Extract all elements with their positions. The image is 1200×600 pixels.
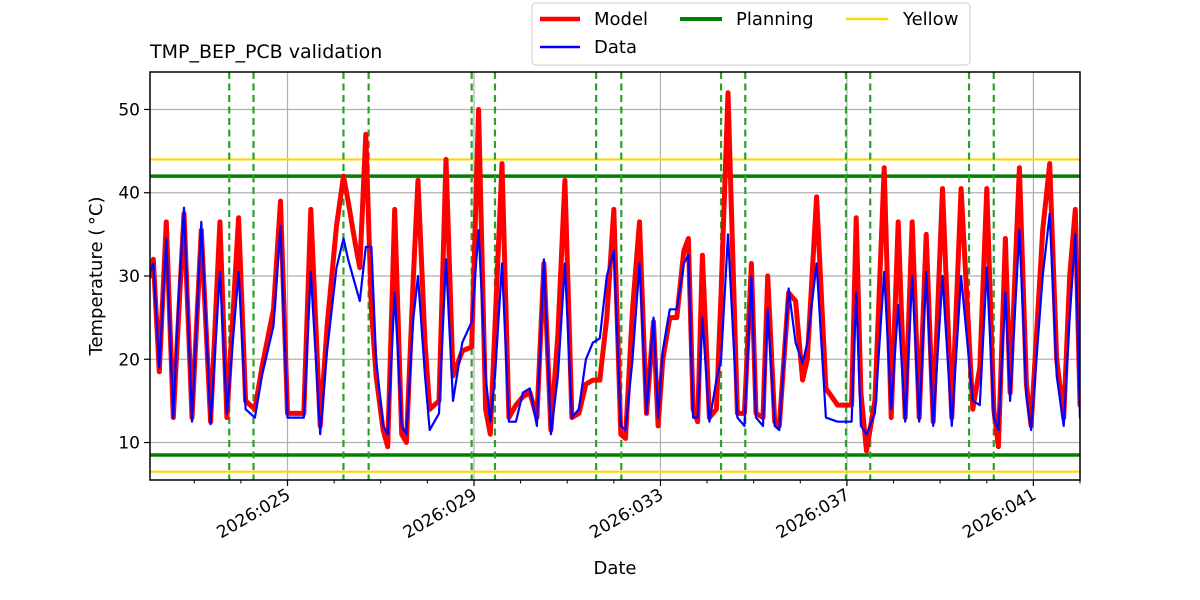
y-tick-label-50: 50: [118, 100, 140, 120]
y-tick-label-10: 10: [118, 434, 140, 454]
legend-label-data: Data: [594, 37, 637, 58]
limit-lines: [150, 158, 1080, 473]
legend-label-yellow: Yellow: [902, 9, 958, 30]
x-tick-label-33: 2026:033: [586, 485, 667, 543]
x-tick-label-37: 2026:037: [773, 485, 854, 543]
x-tick-label-41: 2026:041: [959, 485, 1040, 543]
y-tick-label-40: 40: [118, 184, 140, 204]
x-axis-label: Date: [593, 558, 636, 579]
series-line-data: [150, 206, 1080, 436]
x-tick-label-29: 2026:029: [400, 485, 481, 543]
chart-title: TMP_BEP_PCB validation: [149, 41, 382, 63]
legend-label-model: Model: [594, 9, 648, 30]
legend-label-planning: Planning: [736, 9, 814, 30]
x-tick-label-25: 2026:025: [213, 485, 294, 543]
series-lines: [150, 90, 1080, 454]
y-tick-label-20: 20: [118, 350, 140, 370]
y-axis-label: Temperature ( °C): [86, 197, 107, 357]
y-tick-label-30: 30: [118, 267, 140, 287]
legend: Model Data Planning Yellow: [531, 2, 971, 66]
